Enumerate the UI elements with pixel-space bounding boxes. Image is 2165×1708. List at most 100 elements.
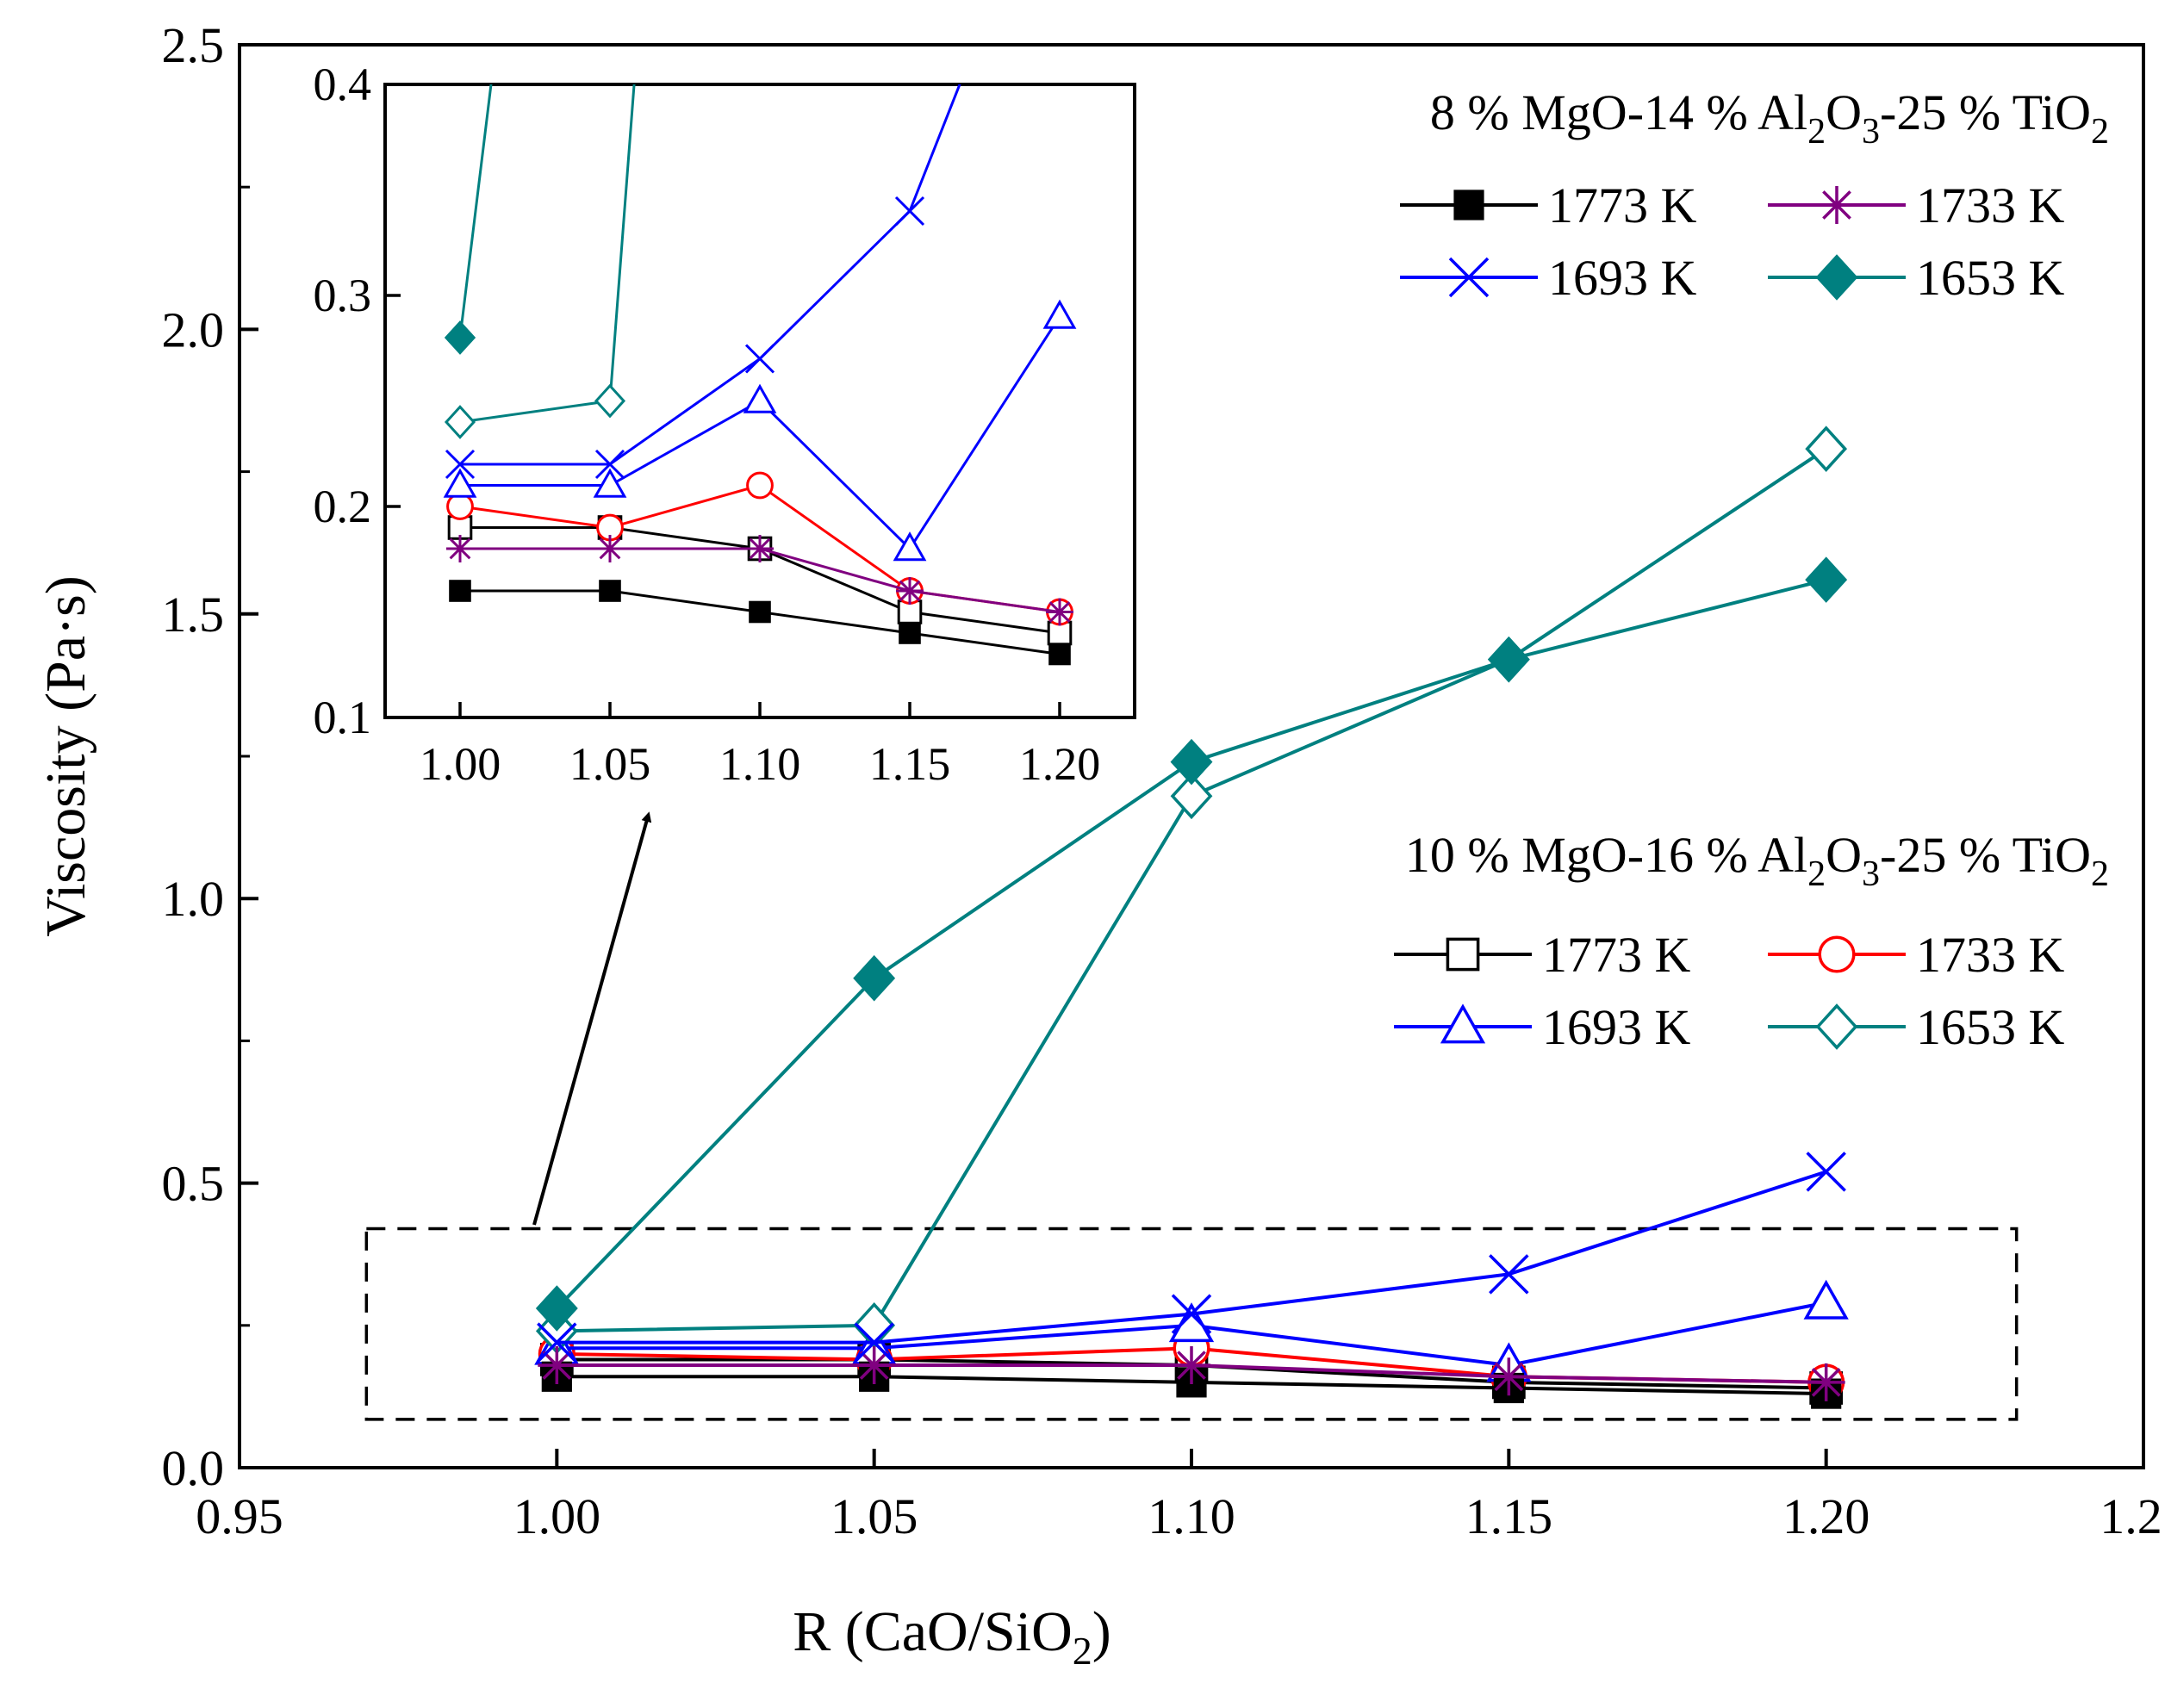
data-point-asterisk [1818, 186, 1856, 224]
zoom-arrow [532, 811, 652, 1226]
inset-x-tick-label: 1.15 [869, 738, 951, 790]
data-point-triangle-open [1440, 1003, 1486, 1044]
data-point-square-open [1446, 937, 1480, 972]
legend-label: 1693 K [1542, 999, 1691, 1055]
data-point-diamond-filled [1170, 738, 1213, 786]
data-point-asterisk [1490, 1357, 1528, 1396]
data-point-diamond-filled [535, 1285, 578, 1332]
legend-label: 1733 K [1916, 927, 2065, 983]
data-point-asterisk [746, 535, 774, 562]
inset-series-8mgo-1693k [445, 84, 961, 480]
data-point-diamond-filled [444, 320, 476, 355]
main-series-layer [534, 425, 1849, 1409]
data-point-triangle-open [1803, 1279, 1849, 1320]
data-point-triangle-open [443, 468, 477, 498]
data-point-x [854, 1322, 894, 1363]
data-point-square-filled [449, 580, 471, 602]
inset-x-axis: 1.00 1.05 1.10 1.15 1.20 [420, 702, 1101, 790]
x-tick-label: 1.25 [2100, 1488, 2165, 1544]
x-axis-title: R (CaO/SiO2) [793, 1600, 1111, 1673]
legend-item-1693k: 1693 K [1400, 250, 1697, 306]
data-point-asterisk [596, 535, 624, 562]
inset-y-tick-label: 0.4 [314, 59, 372, 110]
inset-series-8mgo-1653k [444, 84, 493, 355]
inset-series-10mgo-1653k [444, 84, 636, 439]
inset-x-tick-label: 1.05 [569, 738, 651, 790]
inset-series-line [459, 84, 636, 424]
x-tick-label: 1.10 [1148, 1488, 1235, 1544]
x-tick-label: 1.05 [831, 1488, 918, 1544]
inset-y-tick-label: 0.3 [314, 270, 372, 321]
inset-series-8mgo-1773k [449, 580, 1071, 666]
inset-y-tick-label: 0.1 [314, 692, 372, 743]
data-point-asterisk [896, 577, 924, 605]
inset-y-axis: 0.1 0.2 0.3 0.4 [314, 59, 401, 743]
legend-label: 1773 K [1548, 177, 1697, 233]
inset-x-tick-label: 1.00 [420, 738, 501, 790]
inset-x-tick-label: 1.20 [1019, 738, 1101, 790]
inset-series-10mgo-1693k [443, 299, 1077, 562]
data-point-circle-open [1818, 935, 1856, 973]
data-point-triangle-open [593, 468, 627, 498]
legend-item-1773k: 1773 K [1394, 927, 1691, 983]
y-tick-label: 0.0 [162, 1440, 225, 1496]
legend-item-1693k: 1693 K [1394, 999, 1691, 1055]
legend-10mgo: 10 % MgO-16 % Al2O3-25 % TiO2 1773 K 1733 … [1394, 827, 2109, 1055]
data-point-x [1489, 1254, 1529, 1295]
legend-item-1733k: 1733 K [1768, 177, 2065, 233]
data-point-x [445, 449, 476, 480]
x-tick-label: 0.95 [196, 1488, 283, 1544]
inset-plot-area: 1.00 1.05 1.10 1.15 1.20 0.1 0.2 0.3 0.4 [314, 59, 1136, 790]
legend-label: 1653 K [1916, 999, 2065, 1055]
y-tick-label: 1.5 [162, 587, 225, 643]
data-point-x [537, 1322, 577, 1363]
data-point-square-filled [599, 580, 621, 602]
series-8mgo-1693k [537, 1152, 1846, 1363]
data-point-square-filled [749, 600, 771, 624]
data-point-diamond-filled [1815, 254, 1858, 301]
zoom-region-box [364, 1227, 2019, 1421]
data-point-diamond-filled [1487, 636, 1530, 683]
data-point-x [1448, 257, 1490, 298]
data-point-circle-open [746, 471, 774, 500]
data-point-asterisk [1173, 1346, 1210, 1385]
inset-series-8mgo-1733k [446, 535, 1073, 626]
data-point-diamond-open [1170, 773, 1213, 820]
data-point-triangle-open [743, 383, 777, 413]
data-point-x [744, 344, 775, 374]
inset-y-tick-label: 0.2 [314, 481, 372, 532]
inset-series-layer [443, 84, 1077, 666]
data-point-diamond-open [1805, 425, 1848, 472]
x-tick-label: 1.20 [1782, 1488, 1870, 1544]
data-point-asterisk [855, 1346, 893, 1385]
y-tick-label: 2.0 [162, 301, 225, 357]
legend-item-1653k: 1653 K [1768, 250, 2065, 306]
data-point-square-filled [899, 622, 921, 644]
y-tick-label: 0.5 [162, 1156, 225, 1212]
data-point-diamond-open [444, 405, 476, 439]
y-tick-label: 2.5 [162, 17, 225, 73]
data-point-circle-open [446, 493, 474, 520]
data-point-square-filled [1453, 189, 1484, 220]
legend-title: 8 % MgO-14 % Al2O3-25 % TiO2 [1430, 84, 2109, 152]
legend-title: 10 % MgO-16 % Al2O3-25 % TiO2 [1405, 827, 2109, 894]
y-axis-title: Viscosity (Pa·s) [34, 575, 97, 937]
data-point-diamond-open [853, 1301, 896, 1349]
series-8mgo-1653k [535, 556, 1848, 1332]
data-point-x [1806, 1152, 1846, 1192]
main-plot-area: 0.95 1.00 1.05 1.10 1.15 1.20 1.25 0.0 0.5 1.0 1.… [162, 17, 2165, 1544]
main-x-axis: 0.95 1.00 1.05 1.10 1.15 1.20 1.25 [196, 1449, 2165, 1544]
data-point-square-filled [1048, 643, 1071, 666]
data-point-triangle-open [893, 531, 927, 562]
series-8mgo-1733k [538, 1346, 1845, 1401]
main-y-axis: 0.0 0.5 1.0 1.5 2.0 2.5 [162, 17, 258, 1496]
y-tick-label: 1.0 [162, 871, 225, 927]
data-point-x [894, 196, 925, 227]
legend-label: 1733 K [1916, 177, 2065, 233]
data-point-diamond-filled [1805, 556, 1848, 603]
x-tick-label: 1.00 [513, 1488, 601, 1544]
data-point-asterisk [538, 1346, 576, 1385]
data-point-x [1171, 1294, 1212, 1334]
legend-label: 1653 K [1916, 250, 2065, 306]
